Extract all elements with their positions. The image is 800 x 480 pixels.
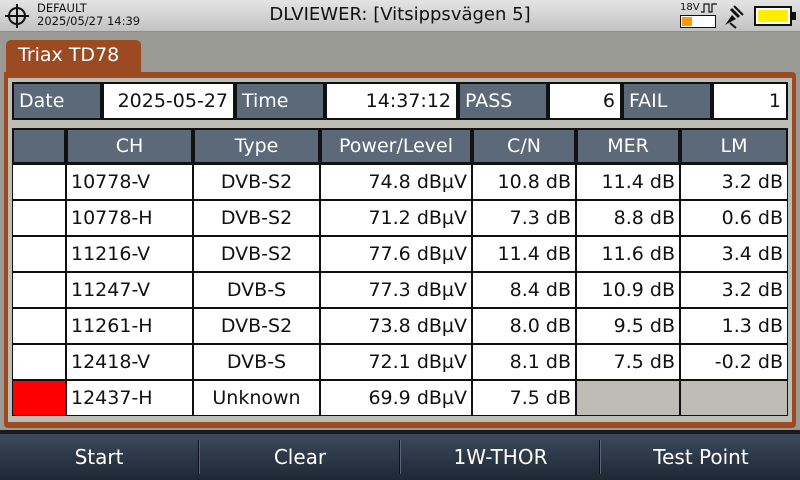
satellite-button[interactable]: 1W-THOR [453, 445, 548, 469]
row-type: DVB-S2 [193, 308, 320, 344]
row-cn: 8.0 dB [472, 308, 576, 344]
time-value: 14:37:12 [325, 82, 458, 120]
satellite-icon [725, 5, 744, 29]
pass-label: PASS [458, 82, 548, 120]
table-row[interactable]: 11247-V DVB-S 77.3 dBµV 8.4 dB 10.9 dB 3.2 dB [12, 272, 788, 308]
date-label: Date [12, 82, 102, 120]
table-row[interactable]: 11261-H DVB-S2 73.8 dBµV 8.0 dB 9.5 dB 1.3 dB [12, 308, 788, 344]
row-cn: 10.8 dB [472, 164, 576, 200]
softkey-divider [399, 440, 401, 474]
summary-row: Date 2025-05-27 Time 14:37:12 PASS 6 FAI… [12, 82, 788, 120]
row-channel: 11216-V [66, 236, 193, 272]
fail-label: FAIL [622, 82, 712, 120]
row-mer: 8.8 dB [576, 200, 680, 236]
row-type: Unknown [193, 380, 320, 416]
start-button[interactable]: Start [74, 445, 124, 469]
row-lm: 0.6 dB [680, 200, 788, 236]
date-value: 2025-05-27 [102, 82, 235, 120]
window-title: DLVIEWER: [Vitsippsvägen 5] [269, 4, 531, 25]
lnb-voltage-fill [682, 17, 693, 26]
row-power-level: 71.2 dBµV [320, 200, 472, 236]
row-power-level: 73.8 dBµV [320, 308, 472, 344]
row-channel: 11247-V [66, 272, 193, 308]
row-mer [576, 380, 680, 416]
header-status [12, 128, 66, 164]
row-channel: 10778-V [66, 164, 193, 200]
profile-name: DEFAULT [37, 1, 87, 15]
softkey-bar: Start Clear 1W-THOR Test Point [0, 434, 800, 480]
crosshair-icon[interactable] [4, 3, 30, 29]
row-status [12, 236, 66, 272]
softkey-divider [198, 440, 200, 474]
profile-info: DEFAULT 2025/05/27 14:39 [37, 2, 140, 28]
row-power-level: 74.8 dBµV [320, 164, 472, 200]
row-status [12, 272, 66, 308]
row-cn: 11.4 dB [472, 236, 576, 272]
row-type: DVB-S [193, 344, 320, 380]
row-mer: 7.5 dB [576, 344, 680, 380]
row-status [12, 380, 66, 416]
row-status [12, 164, 66, 200]
datetime: 2025/05/27 14:39 [37, 14, 141, 28]
row-power-level: 77.6 dBµV [320, 236, 472, 272]
softkey-divider [599, 440, 601, 474]
table-row[interactable]: 11216-V DVB-S2 77.6 dBµV 11.4 dB 11.6 dB 3.4 … [12, 236, 788, 272]
time-label: Time [235, 82, 325, 120]
status-bar: DEFAULT 2025/05/27 14:39 DLVIEWER: [Vits… [0, 0, 800, 32]
table-header: CH Type Power/Level C/N MER LM [12, 128, 788, 164]
row-cn: 7.5 dB [472, 380, 576, 416]
row-type: DVB-S2 [193, 200, 320, 236]
battery-icon [754, 6, 792, 26]
row-power-level: 69.9 dBµV [320, 380, 472, 416]
row-lm: -0.2 dB [680, 344, 788, 380]
clear-button[interactable]: Clear [273, 445, 327, 469]
header-type[interactable]: Type [193, 128, 320, 164]
row-cn: 8.4 dB [472, 272, 576, 308]
row-lm: 1.3 dB [680, 308, 788, 344]
pass-count: 6 [548, 82, 622, 120]
row-channel: 12418-V [66, 344, 193, 380]
row-type: DVB-S2 [193, 236, 320, 272]
lnb-voltage: 18V [680, 2, 700, 13]
header-cn[interactable]: C/N [472, 128, 576, 164]
table-row[interactable]: 10778-H DVB-S2 71.2 dBµV 7.3 dB 8.8 dB 0.6 dB [12, 200, 788, 236]
measurement-table: CH Type Power/Level C/N MER LM 10778-V DV… [12, 128, 788, 416]
row-mer: 9.5 dB [576, 308, 680, 344]
table-row[interactable]: 12418-V DVB-S 72.1 dBµV 8.1 dB 7.5 dB -0.2 dB [12, 344, 788, 380]
row-mer: 10.9 dB [576, 272, 680, 308]
row-channel: 12437-H [66, 380, 193, 416]
lnb-voltage-bar [680, 15, 716, 28]
row-lm: 3.4 dB [680, 236, 788, 272]
tab-triax[interactable]: Triax TD78 [6, 40, 141, 74]
table-row[interactable]: 10778-V DVB-S2 74.8 dBµV 10.8 dB 11.4 dB 3.2 … [12, 164, 788, 200]
row-status [12, 308, 66, 344]
header-power[interactable]: Power/Level [320, 128, 472, 164]
row-lm [680, 380, 788, 416]
row-cn: 7.3 dB [472, 200, 576, 236]
row-type: DVB-S [193, 272, 320, 308]
row-status [12, 344, 66, 380]
row-channel: 10778-H [66, 200, 193, 236]
row-channel: 11261-H [66, 308, 193, 344]
header-mer[interactable]: MER [576, 128, 680, 164]
header-lm[interactable]: LM [680, 128, 788, 164]
fail-count: 1 [712, 82, 788, 120]
row-power-level: 77.3 dBµV [320, 272, 472, 308]
table-row[interactable]: 12437-H Unknown 69.9 dBµV 7.5 dB [12, 380, 788, 416]
row-mer: 11.4 dB [576, 164, 680, 200]
row-lm: 3.2 dB [680, 164, 788, 200]
row-lm: 3.2 dB [680, 272, 788, 308]
row-status [12, 200, 66, 236]
row-power-level: 72.1 dBµV [320, 344, 472, 380]
header-ch[interactable]: CH [66, 128, 193, 164]
battery-fill [758, 10, 788, 22]
test-point-button[interactable]: Test Point [653, 445, 749, 469]
pulse-icon [701, 3, 717, 13]
row-cn: 8.1 dB [472, 344, 576, 380]
row-mer: 11.6 dB [576, 236, 680, 272]
row-type: DVB-S2 [193, 164, 320, 200]
battery-tip [792, 12, 796, 20]
